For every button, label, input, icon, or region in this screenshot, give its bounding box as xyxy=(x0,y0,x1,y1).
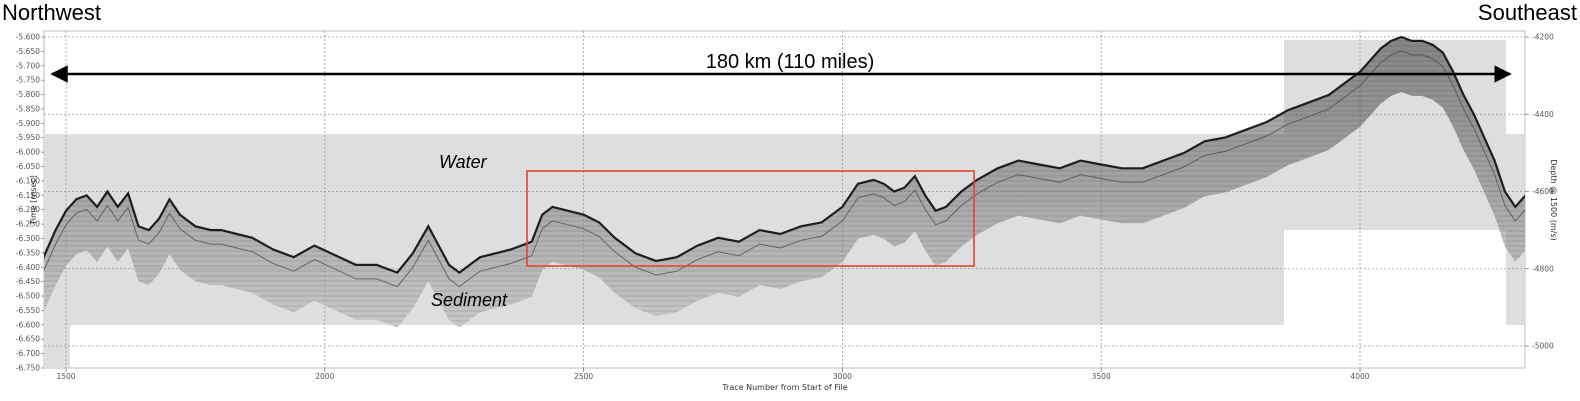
y-left-tick-label: -6.400 xyxy=(16,263,40,272)
x-axis-label: Trace Number from Start of File xyxy=(721,383,847,392)
y-left-tick-label: -5.800 xyxy=(16,90,40,99)
highlight-box xyxy=(526,170,975,267)
x-tick-label: 3500 xyxy=(1092,372,1111,381)
y-right-tick-label: -4600 xyxy=(1532,187,1554,196)
x-tick-label: 2000 xyxy=(315,372,334,381)
x-tick-labels: 1500 2000 2500 3000 3500 4000 xyxy=(56,368,1370,381)
water-label: Water xyxy=(439,152,488,172)
y-left-tick-label: -6.100 xyxy=(16,176,40,185)
y-left-tick-label: -5.700 xyxy=(16,61,40,70)
y-left-tick-label: -6.650 xyxy=(16,335,40,344)
sub-bottom-reflector-line xyxy=(44,50,1525,288)
y-right-tick-label: -4200 xyxy=(1532,33,1554,42)
y-left-tick-label: -6.300 xyxy=(16,234,40,243)
y-right-tick-label: -5000 xyxy=(1532,342,1554,351)
y-left-tick-label: -5.900 xyxy=(16,119,40,128)
y-left-tick-label: -6.250 xyxy=(16,220,40,229)
y-left-tick-label: -6.050 xyxy=(16,162,40,171)
distance-label: 180 km (110 miles) xyxy=(706,51,875,73)
y-left-tick-label: -5.850 xyxy=(16,104,40,113)
y-left-tick-label: -6.700 xyxy=(16,349,40,358)
y-left-tick-label: -6.600 xyxy=(16,320,40,329)
y-left-tick-labels: -5.600 -5.650 -5.700 -5.750 -5.800 -5.850 -5.9… xyxy=(16,33,44,373)
y-right-tick-label: -4800 xyxy=(1532,264,1554,273)
y-left-tick-label: -5.600 xyxy=(16,33,40,42)
y-right-tick-labels: -4200 -4400 -4600 -4800 -5000 xyxy=(1525,33,1554,351)
y-left-tick-label: -6.350 xyxy=(16,248,40,257)
y-right-axis-label: Depth @ 1500 (m/s) xyxy=(1549,159,1558,240)
sediment-label: Sediment xyxy=(431,290,508,310)
y-left-tick-label: -6.000 xyxy=(16,148,40,157)
y-left-tick-label: -5.750 xyxy=(16,76,40,85)
y-left-tick-label: -6.750 xyxy=(16,364,40,373)
y-left-axis-label: Time [msec] xyxy=(29,175,38,226)
southeast-label: Southeast xyxy=(1477,0,1577,25)
x-tick-label: 3000 xyxy=(833,372,852,381)
y-left-tick-label: -6.150 xyxy=(16,191,40,200)
y-left-tick-label: -5.650 xyxy=(16,47,40,56)
northwest-label: Northwest xyxy=(2,0,102,25)
y-right-tick-label: -4400 xyxy=(1532,110,1554,119)
x-tick-label: 1500 xyxy=(56,372,75,381)
x-tick-label: 4000 xyxy=(1350,372,1369,381)
x-tick-label: 2500 xyxy=(574,372,593,381)
y-left-tick-label: -6.450 xyxy=(16,277,40,286)
seafloor-reflector-line xyxy=(44,35,1525,274)
sediment-layer-texture xyxy=(44,37,1525,328)
y-left-tick-label: -5.950 xyxy=(16,133,40,142)
y-left-tick-label: -6.200 xyxy=(16,205,40,214)
y-left-tick-label: -6.500 xyxy=(16,292,40,301)
y-left-tick-label: -6.550 xyxy=(16,306,40,315)
